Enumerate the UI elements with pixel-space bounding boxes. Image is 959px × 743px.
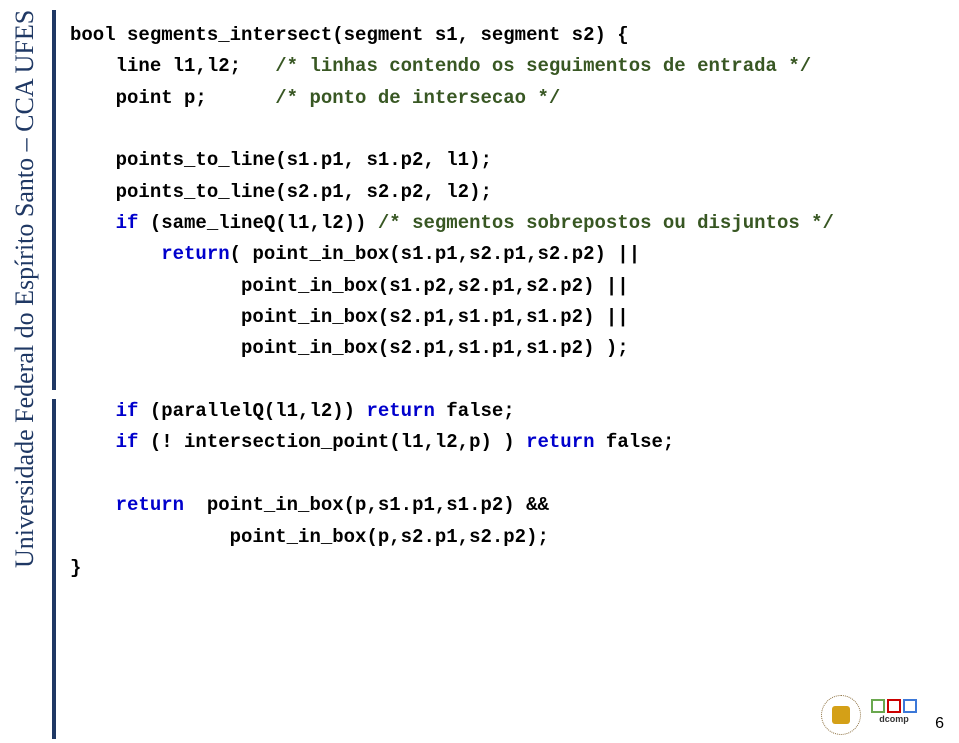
dcomp-square-1 (871, 699, 885, 713)
sidebar-rule-bottom (52, 399, 56, 739)
ufes-crest-icon (821, 695, 861, 735)
dcomp-logo-icon: dcomp (869, 699, 919, 731)
dcomp-square-3 (903, 699, 917, 713)
sidebar-vertical-title: Universidade Federal do Espírito Santo –… (10, 0, 40, 743)
page-number: 6 (935, 715, 944, 733)
code-block: bool segments_intersect(segment s1, segm… (70, 20, 939, 584)
dcomp-square-2 (887, 699, 901, 713)
dcomp-label: dcomp (879, 714, 909, 724)
sidebar-rule-top (52, 10, 56, 390)
footer-logos: dcomp (821, 695, 919, 735)
